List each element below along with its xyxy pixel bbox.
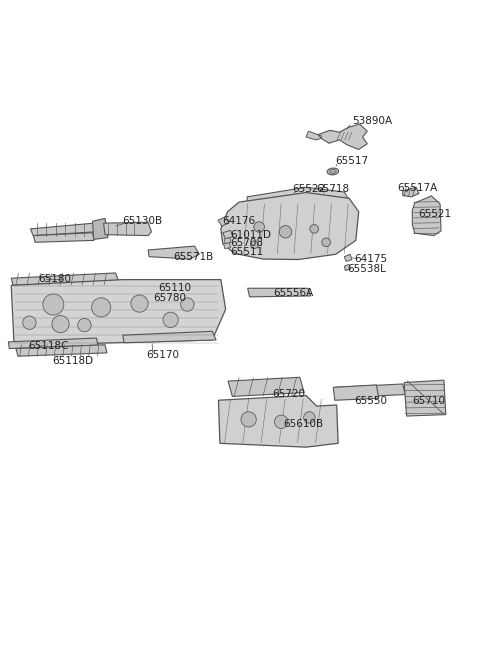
Text: 65130B: 65130B <box>123 215 163 226</box>
Text: 65556A: 65556A <box>274 288 314 298</box>
Circle shape <box>275 415 288 428</box>
Polygon shape <box>123 288 220 299</box>
Polygon shape <box>248 288 311 297</box>
Polygon shape <box>11 273 119 286</box>
Circle shape <box>279 225 292 238</box>
Circle shape <box>131 295 148 312</box>
Circle shape <box>241 412 256 427</box>
Polygon shape <box>16 345 107 356</box>
Polygon shape <box>123 331 216 343</box>
Text: 65118C: 65118C <box>28 341 69 350</box>
Circle shape <box>163 312 178 328</box>
Polygon shape <box>224 243 230 248</box>
Polygon shape <box>33 233 94 242</box>
Ellipse shape <box>329 170 336 174</box>
Text: 65718: 65718 <box>317 183 350 194</box>
Polygon shape <box>344 265 350 271</box>
Polygon shape <box>333 385 379 400</box>
Polygon shape <box>30 223 96 236</box>
Circle shape <box>43 294 64 315</box>
Polygon shape <box>247 187 350 217</box>
Polygon shape <box>224 238 231 244</box>
Circle shape <box>92 298 111 317</box>
Polygon shape <box>223 231 233 239</box>
Polygon shape <box>344 254 352 261</box>
Text: 65522: 65522 <box>293 183 326 194</box>
Text: 65610B: 65610B <box>283 419 323 429</box>
Polygon shape <box>412 196 441 236</box>
Polygon shape <box>218 216 229 226</box>
Circle shape <box>52 316 69 333</box>
Text: 65780: 65780 <box>153 293 186 303</box>
Circle shape <box>180 298 194 311</box>
Text: 61011D: 61011D <box>230 230 271 240</box>
Text: 65517A: 65517A <box>397 183 437 193</box>
Text: 65521: 65521 <box>418 209 451 219</box>
Text: 65550: 65550 <box>354 396 387 405</box>
Polygon shape <box>148 246 199 259</box>
Polygon shape <box>93 218 108 240</box>
Ellipse shape <box>327 168 338 175</box>
Text: 65571B: 65571B <box>173 252 213 261</box>
Text: 65511: 65511 <box>230 247 264 257</box>
Text: 53890A: 53890A <box>352 116 393 126</box>
Polygon shape <box>228 377 304 396</box>
Circle shape <box>78 318 91 332</box>
Circle shape <box>304 412 315 423</box>
Polygon shape <box>130 282 221 293</box>
Text: 65720: 65720 <box>273 388 306 398</box>
Text: 65517: 65517 <box>336 156 369 166</box>
Text: 65708: 65708 <box>230 238 264 248</box>
Polygon shape <box>403 187 419 197</box>
Text: 65170: 65170 <box>147 350 180 360</box>
Polygon shape <box>218 396 338 447</box>
Polygon shape <box>221 193 359 259</box>
Polygon shape <box>318 124 367 149</box>
Circle shape <box>254 222 264 233</box>
Text: 65110: 65110 <box>158 283 192 293</box>
Polygon shape <box>306 131 322 140</box>
Text: 65710: 65710 <box>412 396 445 405</box>
Polygon shape <box>104 222 152 236</box>
Text: 65180: 65180 <box>38 274 71 284</box>
Text: 64176: 64176 <box>222 216 255 226</box>
Circle shape <box>251 241 258 248</box>
Polygon shape <box>11 280 226 346</box>
Text: 65538L: 65538L <box>348 263 386 274</box>
Text: 65118D: 65118D <box>52 356 94 366</box>
Polygon shape <box>404 380 446 416</box>
Polygon shape <box>8 338 98 348</box>
Circle shape <box>322 238 330 247</box>
Circle shape <box>310 225 319 233</box>
Circle shape <box>23 316 36 329</box>
Polygon shape <box>336 384 405 398</box>
Text: 64175: 64175 <box>354 254 387 264</box>
